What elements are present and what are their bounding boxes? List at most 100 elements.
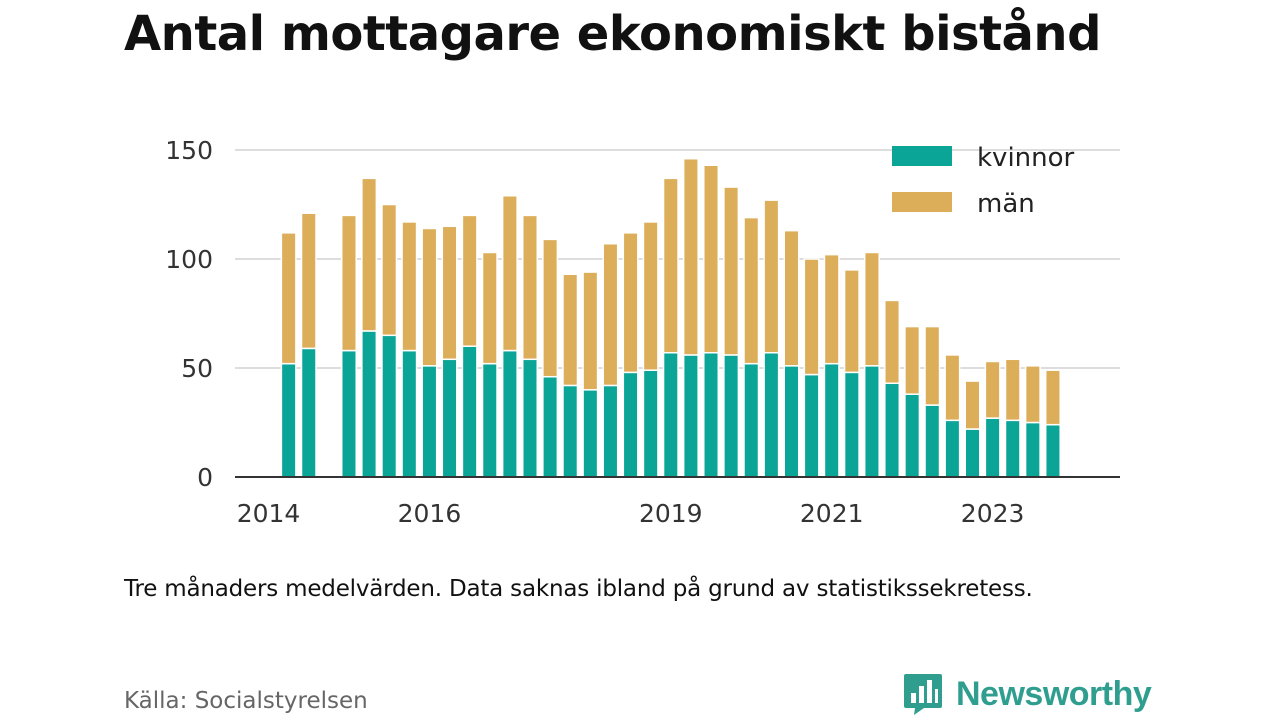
bar-man <box>863 251 880 367</box>
bar-kvinnor <box>501 349 518 478</box>
bar-man <box>884 299 901 385</box>
bar-man <box>723 186 740 356</box>
bar-kvinnor <box>843 371 860 478</box>
bar-kvinnor <box>340 349 357 478</box>
bar-kvinnor <box>803 373 820 478</box>
bar-man <box>1044 369 1061 426</box>
bar-man <box>381 203 398 337</box>
brand-name: Newsworthy <box>956 674 1152 713</box>
bar-man <box>904 325 921 395</box>
bar-kvinnor <box>984 417 1001 478</box>
bar-man <box>924 325 941 406</box>
bar-kvinnor <box>682 354 699 478</box>
newsworthy-brand[interactable]: Newsworthy <box>902 672 1152 716</box>
bar-kvinnor <box>924 404 941 478</box>
legend-swatch <box>892 192 952 212</box>
bar-kvinnor <box>441 358 458 478</box>
bar-kvinnor <box>381 334 398 478</box>
bar-man <box>803 258 820 376</box>
bar-kvinnor <box>662 351 679 478</box>
bar-kvinnor <box>542 375 559 478</box>
bar-man <box>340 214 357 352</box>
bar-kvinnor <box>743 362 760 478</box>
bar-man <box>964 380 981 430</box>
bar-kvinnor <box>401 349 418 478</box>
bar-man <box>703 164 720 354</box>
bar-man <box>944 354 961 422</box>
bar-man <box>361 177 378 332</box>
bar-kvinnor <box>361 330 378 478</box>
x-tick-label: 2019 <box>639 499 703 528</box>
bar-kvinnor <box>763 351 780 478</box>
bar-man <box>1004 358 1021 422</box>
bar-man <box>743 216 760 365</box>
bar-man <box>522 214 538 361</box>
x-tick-label: 2014 <box>237 499 301 528</box>
bar-kvinnor <box>421 365 438 478</box>
bar-man <box>843 269 860 374</box>
bar-man <box>582 271 599 391</box>
bar-man <box>682 157 699 356</box>
bar-man <box>300 212 317 350</box>
legend-label: kvinnor <box>977 143 1075 173</box>
y-tick-label: 100 <box>165 245 213 274</box>
bar-man <box>823 253 840 365</box>
bar-kvinnor <box>602 384 619 478</box>
bar-kvinnor <box>642 369 659 478</box>
bar-kvinnor <box>723 354 740 478</box>
legend-swatch <box>892 146 952 166</box>
bar-man <box>280 232 297 365</box>
bar-kvinnor <box>280 362 297 478</box>
bar-man <box>1024 365 1041 424</box>
legend: kvinnor män <box>892 143 1075 219</box>
source-label: Källa: Socialstyrelsen <box>124 688 368 714</box>
bar-kvinnor <box>522 358 538 478</box>
bar-kvinnor <box>1044 423 1061 478</box>
bar-kvinnor <box>1024 421 1041 478</box>
bar-man <box>481 251 498 365</box>
bar-man <box>401 221 418 352</box>
bar-man <box>562 273 579 387</box>
x-tick-label: 2016 <box>398 499 462 528</box>
legend-label: män <box>977 189 1035 219</box>
bar-kvinnor <box>863 365 880 478</box>
bar-kvinnor <box>703 351 720 478</box>
bar-man <box>984 360 1001 419</box>
bar-kvinnor <box>461 345 478 478</box>
x-tick-label: 2023 <box>961 499 1025 528</box>
y-axis-ticks: 0 50 100 150 <box>165 136 213 492</box>
bar-kvinnor <box>481 362 498 478</box>
bar-man <box>642 221 659 371</box>
y-tick-label: 50 <box>181 354 213 383</box>
x-axis-ticks: 2014 2016 2019 2021 2023 <box>237 499 1025 528</box>
bar-man <box>602 242 619 387</box>
bar-man <box>783 229 800 367</box>
bar-kvinnor <box>562 384 579 478</box>
bar-kvinnor <box>622 371 639 478</box>
y-tick-label: 150 <box>165 136 213 165</box>
chart-note: Tre månaders medelvärden. Data saknas ib… <box>124 576 1033 602</box>
bar-man <box>622 232 639 374</box>
bar-kvinnor <box>904 393 921 478</box>
bar-man <box>662 177 679 354</box>
y-tick-label: 0 <box>197 463 213 492</box>
stacked-bar-chart: 2014 2016 2019 2021 2023 0 50 100 150 kvinnor mä… <box>165 136 1120 528</box>
bars <box>280 157 1061 478</box>
newsworthy-logo-icon <box>904 674 942 715</box>
bar-kvinnor <box>884 382 901 478</box>
chart-title: Antal mottagare ekonomiskt bistånd <box>124 6 1101 62</box>
bar-man <box>461 214 478 347</box>
bar-man <box>763 199 780 354</box>
bar-kvinnor <box>582 389 599 478</box>
bar-kvinnor <box>300 347 317 478</box>
bar-kvinnor <box>1004 419 1021 478</box>
bar-kvinnor <box>944 419 961 478</box>
x-tick-label: 2021 <box>800 499 864 528</box>
bar-man <box>501 195 518 352</box>
bar-kvinnor <box>964 428 981 478</box>
bar-man <box>421 227 438 367</box>
bar-kvinnor <box>823 362 840 478</box>
bar-man <box>441 225 458 361</box>
bar-kvinnor <box>783 365 800 478</box>
bar-man <box>542 238 559 378</box>
